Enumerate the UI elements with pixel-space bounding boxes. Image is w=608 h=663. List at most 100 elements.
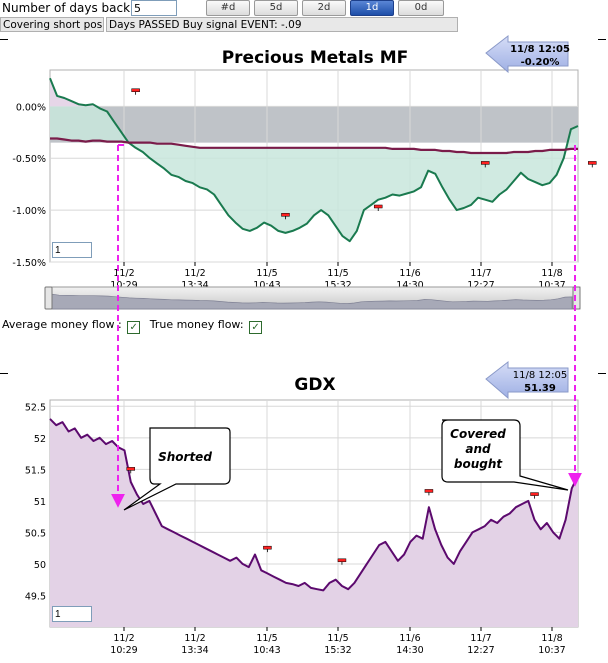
x-tick-date: 11/2	[113, 633, 134, 644]
range-button-1d[interactable]: 1d	[350, 0, 394, 16]
money-flow-legend: Average money flow : ✓ True money flow: …	[2, 318, 268, 334]
x-tick-date: 11/2	[184, 268, 205, 279]
signal-marker	[131, 88, 140, 93]
mf-value-badge	[485, 34, 569, 74]
gdx-badge-value: 51.39	[524, 383, 556, 394]
y-tick-label: 52	[34, 434, 46, 445]
mf-chart: 0.00%-0.50%-1.00%-1.50%11/210:2911/213:3…	[12, 34, 597, 291]
x-tick-date: 11/8	[541, 268, 562, 279]
frame-tick	[0, 39, 8, 40]
x-tick-date: 11/5	[256, 633, 277, 644]
x-tick-date: 11/5	[327, 633, 348, 644]
x-tick-time: 10:37	[538, 645, 565, 656]
covered-callout-box	[441, 419, 569, 491]
x-tick-date: 11/5	[256, 268, 277, 279]
x-tick-time: 15:32	[324, 645, 351, 656]
x-tick-time: 12:27	[467, 280, 494, 291]
status-left: Covering short positi	[0, 17, 104, 32]
covered-line-1: Covered	[450, 427, 506, 441]
days-back-label: Number of days back:	[2, 1, 135, 15]
gdx-fill-area	[50, 418, 578, 627]
signal-marker	[126, 467, 136, 471]
zero-band	[50, 106, 578, 143]
x-tick-date: 11/2	[113, 268, 134, 279]
gdx-chart: 52.55251.55150.55049.511/210:2911/213:34…	[25, 360, 579, 656]
x-tick-time: 10:29	[110, 645, 137, 656]
y-tick-label: 51	[34, 497, 46, 508]
x-tick-date: 11/7	[470, 633, 491, 644]
scroll-preview	[51, 293, 573, 310]
annotation-layer	[111, 144, 582, 511]
x-tick-date: 11/7	[470, 268, 491, 279]
y-tick-label: 0.00%	[16, 102, 46, 113]
x-tick-time: 10:29	[110, 280, 137, 291]
covered-line-2: and	[465, 442, 491, 456]
mf-chart-title: Precious Metals MF	[221, 48, 409, 68]
x-tick-time: 10:43	[253, 280, 280, 291]
series-line-0	[49, 77, 579, 243]
gdx-value-badge	[485, 360, 569, 400]
shorted-annotation: Shorted	[158, 450, 212, 464]
gdx-chart-title: GDX	[294, 375, 336, 395]
x-tick-time: 14:30	[396, 645, 423, 656]
x-tick-date: 11/5	[327, 268, 348, 279]
series-line-1	[50, 137, 578, 155]
series-line-0	[49, 418, 579, 592]
y-tick-label: 51.5	[25, 465, 46, 476]
covered-annotation: Covered and bought	[440, 427, 516, 472]
range-button-5d[interactable]: 5d	[254, 0, 298, 16]
shorted-callout-box	[123, 427, 231, 511]
frame-tick	[598, 39, 606, 40]
signal-marker	[424, 489, 434, 493]
y-tick-label: -1.00%	[12, 206, 46, 217]
status-right: Days PASSED Buy signal EVENT: -.09	[106, 17, 458, 32]
y-tick-label: 49.5	[25, 591, 46, 602]
x-tick-time: 12:27	[467, 645, 494, 656]
mf-period-input[interactable]	[52, 242, 92, 258]
mf-badge-value: -0.20%	[520, 57, 560, 68]
signal-marker	[263, 545, 272, 550]
frame-tick	[598, 373, 606, 374]
toolbar: Number of days back: #d 5d 2d 1d 0d	[0, 0, 608, 16]
x-tick-time: 15:32	[324, 280, 351, 291]
true-money-flow-checkbox[interactable]: ✓	[249, 321, 263, 334]
true-money-flow-label: True money flow:	[149, 318, 244, 331]
y-tick-label: 50.5	[25, 528, 46, 539]
x-tick-time: 13:34	[181, 645, 208, 656]
mf-scrollbar[interactable]	[44, 286, 581, 310]
x-tick-date: 11/8	[541, 633, 562, 644]
scroll-handle-right	[572, 286, 581, 310]
scroll-handle-left	[44, 286, 53, 310]
x-tick-time: 10:37	[538, 280, 565, 291]
range-button-2d[interactable]: 2d	[302, 0, 346, 16]
average-money-flow-label: Average money flow :	[2, 318, 122, 331]
range-button-hash-d[interactable]: #d	[206, 0, 250, 16]
x-tick-date: 11/6	[399, 633, 420, 644]
covered-line-3: bought	[453, 457, 503, 471]
signal-marker	[530, 492, 539, 496]
x-tick-date: 11/2	[184, 633, 205, 644]
signal-marker	[480, 161, 490, 165]
y-tick-label: -1.50%	[12, 258, 46, 269]
range-button-0d[interactable]: 0d	[398, 0, 444, 16]
mf-fill-area	[50, 78, 578, 242]
average-money-flow-checkbox[interactable]: ✓	[127, 321, 141, 334]
mf-positive-fill	[50, 78, 100, 107]
days-back-input[interactable]	[131, 0, 177, 16]
signal-marker	[337, 558, 347, 563]
x-tick-time: 10:43	[253, 645, 280, 656]
mf-badge-time: 11/8 12:05	[510, 44, 570, 55]
y-tick-label: 50	[34, 560, 46, 571]
frame-tick	[0, 373, 8, 374]
x-tick-time: 13:34	[181, 280, 208, 291]
signal-marker	[588, 161, 597, 165]
signal-marker	[373, 204, 383, 209]
gdx-period-input[interactable]	[52, 606, 92, 622]
gdx-badge-time: 11/8 12:05	[512, 370, 568, 381]
x-tick-time: 14:30	[396, 280, 423, 291]
signal-marker	[281, 213, 290, 217]
y-tick-label: 52.5	[25, 402, 46, 413]
x-tick-date: 11/6	[399, 268, 420, 279]
y-tick-label: -0.50%	[12, 154, 46, 165]
